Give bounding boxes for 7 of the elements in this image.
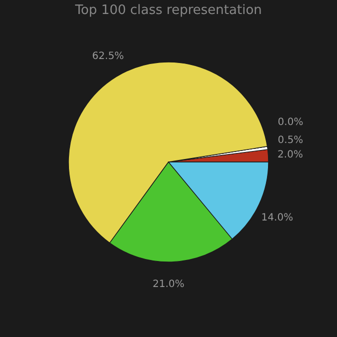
- chart-title: Top 100 class representation: [74, 3, 262, 18]
- data-label: 2.0%: [278, 149, 303, 160]
- data-label: 14.0%: [261, 212, 294, 224]
- data-label: 21.0%: [152, 279, 184, 290]
- data-label: 0.5%: [278, 135, 304, 146]
- text: 0.0%: [278, 117, 304, 128]
- data-label: 62.5%: [92, 51, 124, 62]
